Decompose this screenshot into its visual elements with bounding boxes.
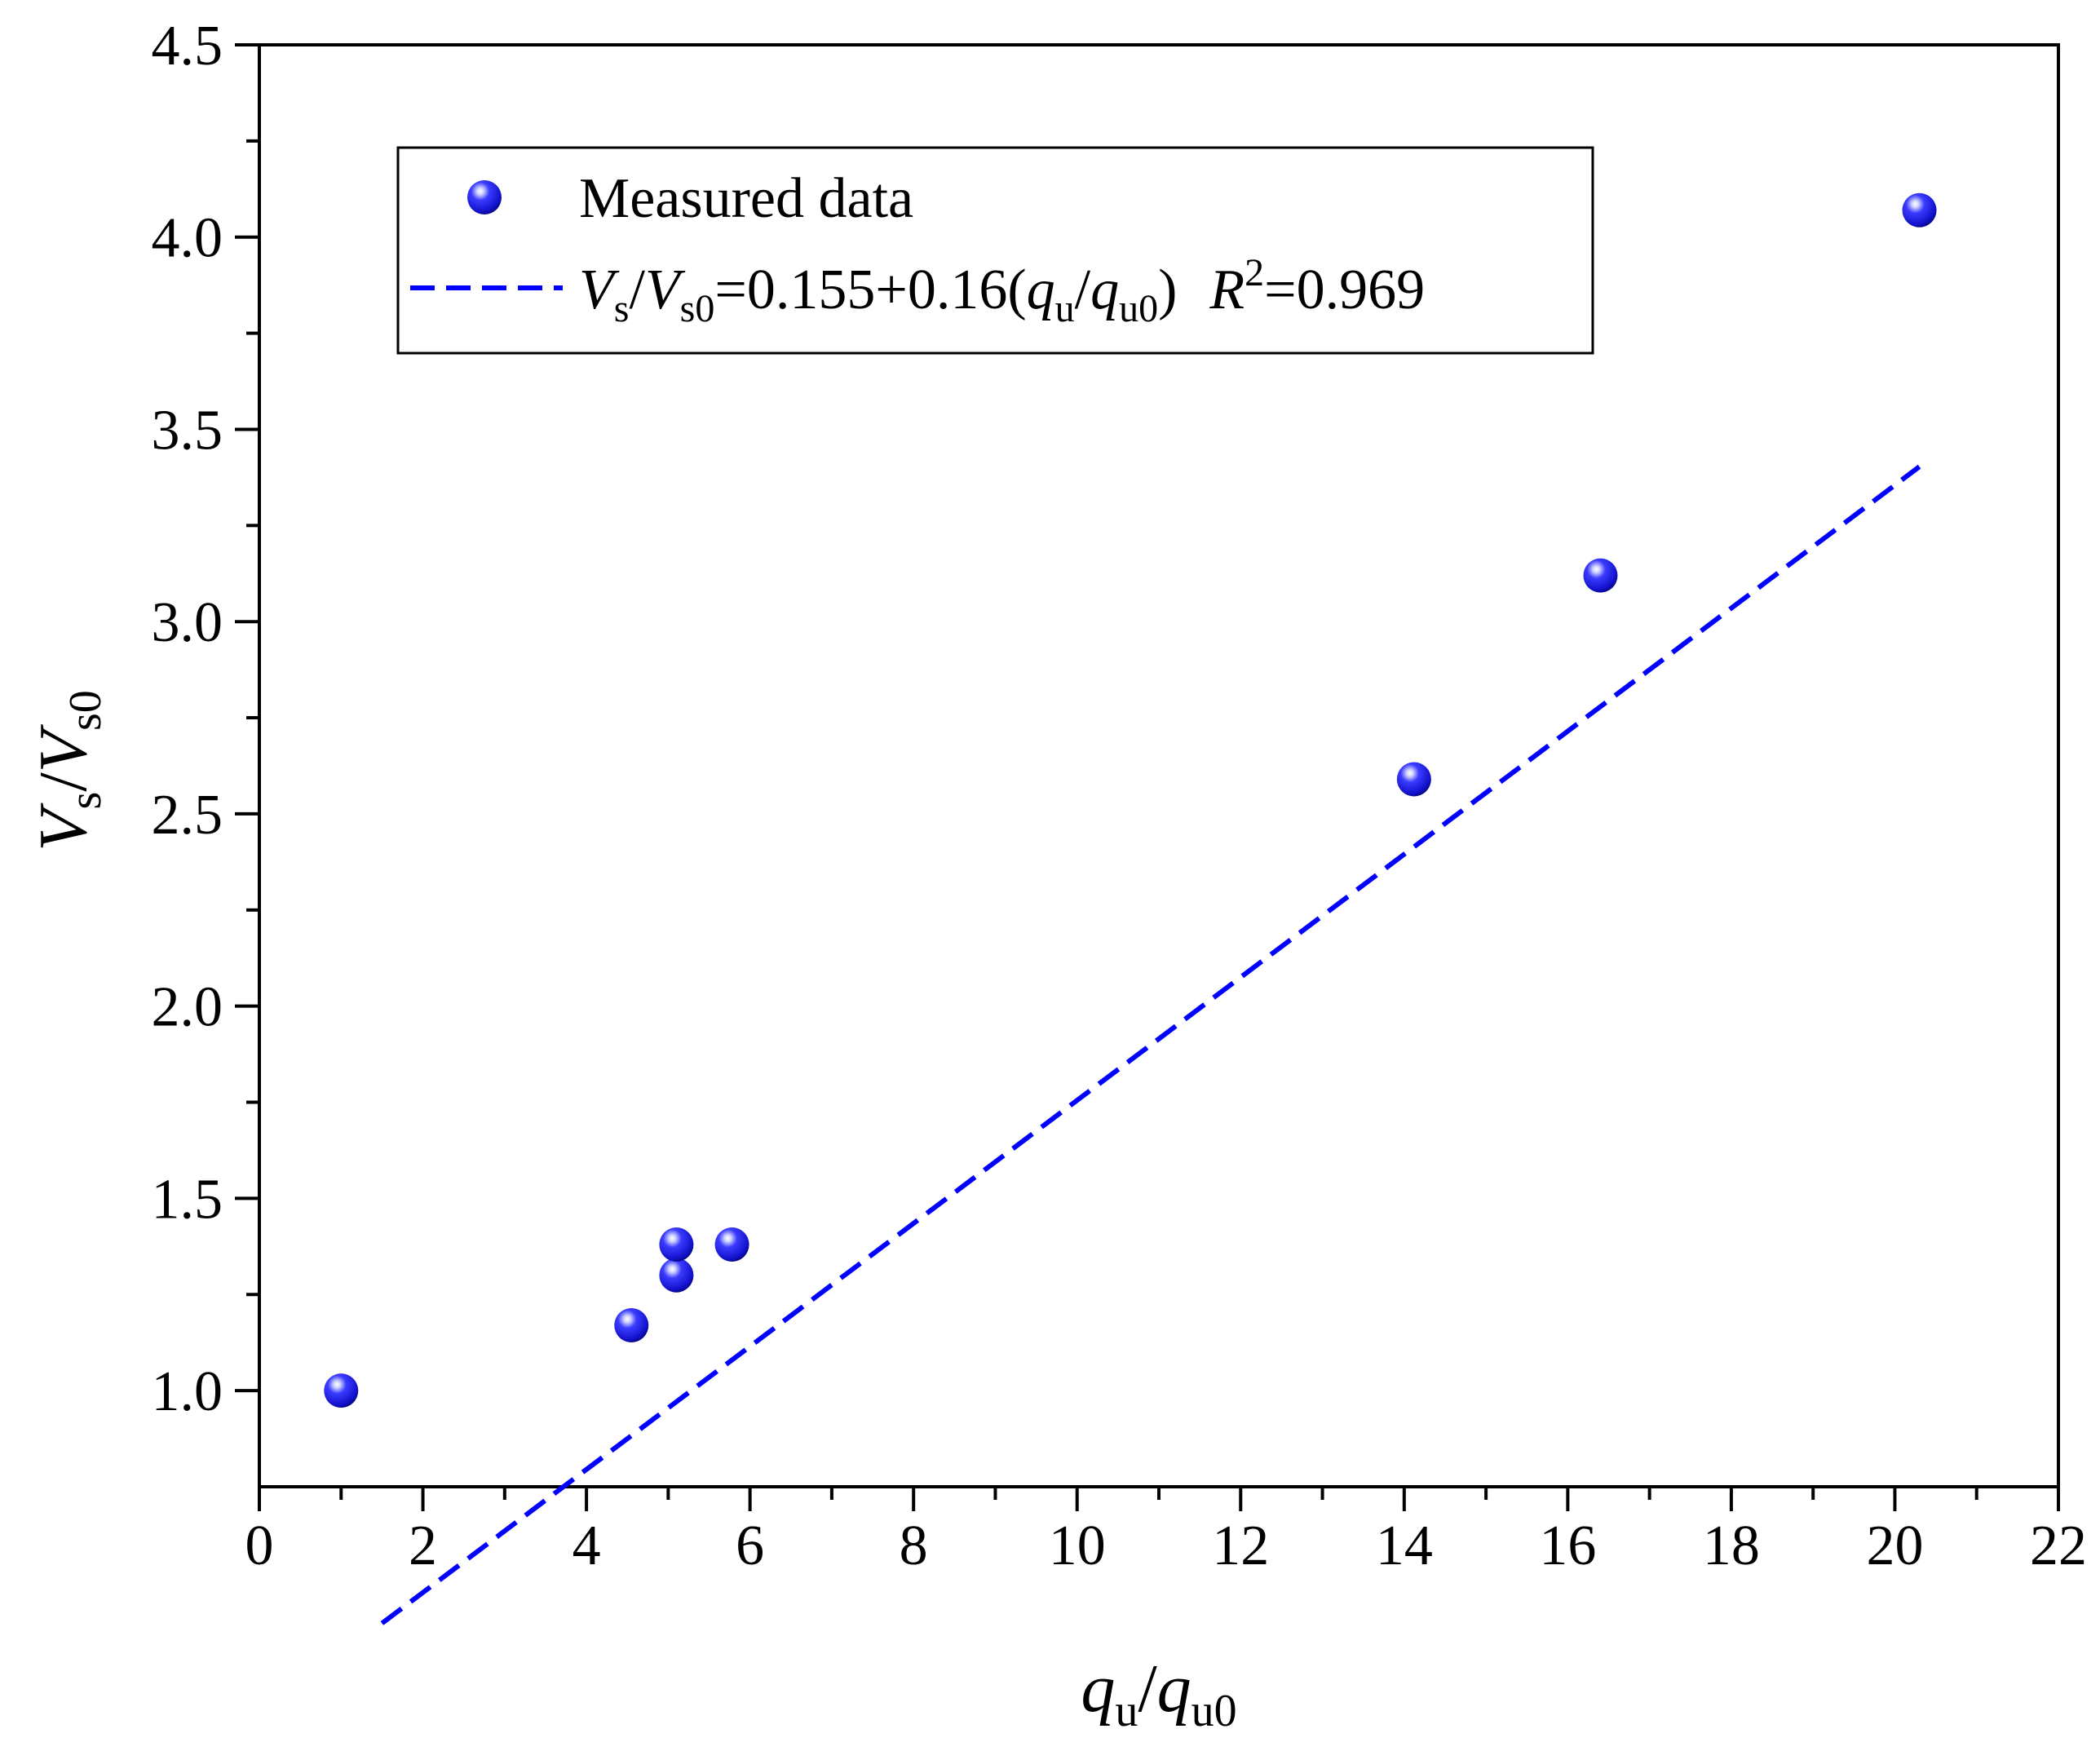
y-tick-label: 2.0 bbox=[152, 976, 223, 1039]
legend: Measured data Vs/Vs0=0.155+0.16(qu/qu0) R… bbox=[396, 146, 1594, 355]
data-point bbox=[614, 1307, 649, 1342]
data-point bbox=[1902, 192, 1937, 228]
data-point bbox=[714, 1227, 749, 1262]
y-tick-label: 4.5 bbox=[152, 15, 223, 77]
y-tick-label: 2.5 bbox=[152, 784, 223, 847]
fit-line-layer bbox=[380, 464, 1921, 1625]
x-tick-label: 14 bbox=[1376, 1514, 1433, 1577]
y-tick-label: 3.5 bbox=[152, 399, 223, 462]
x-axis-title: qu/qu0 bbox=[1081, 1651, 1236, 1736]
legend-box bbox=[396, 146, 1594, 355]
x-tick-label: 18 bbox=[1703, 1514, 1760, 1577]
x-tick-label: 6 bbox=[736, 1514, 764, 1577]
y-axis: 1.0 1.5 2.0 2.5 3.0 3.5 4.0 4.5 bbox=[152, 15, 259, 1423]
y-tick-label: 3.0 bbox=[152, 591, 223, 654]
x-tick-label: 16 bbox=[1539, 1514, 1596, 1577]
legend-marker-measured bbox=[467, 180, 502, 214]
data-points bbox=[324, 192, 1937, 1408]
data-point bbox=[1396, 762, 1431, 797]
x-tick-label: 12 bbox=[1212, 1514, 1269, 1577]
x-tick-label: 8 bbox=[900, 1514, 928, 1577]
y-tick-label: 4.0 bbox=[152, 207, 223, 270]
legend-label-fit: Vs/Vs0=0.155+0.16(qu/qu0) R2=0.969 bbox=[579, 251, 1425, 330]
x-tick-label: 20 bbox=[1866, 1514, 1923, 1577]
data-point bbox=[1583, 558, 1618, 593]
y-axis-title: Vs/Vs0 bbox=[25, 690, 111, 851]
x-axis: 0 2 4 6 8 10 12 14 16 18 20 22 bbox=[245, 1487, 2087, 1577]
x-tick-label: 2 bbox=[409, 1514, 437, 1577]
y-tick-label: 1.0 bbox=[152, 1360, 223, 1423]
x-tick-label: 10 bbox=[1049, 1514, 1106, 1577]
data-point bbox=[659, 1227, 694, 1262]
data-point bbox=[324, 1373, 359, 1408]
x-tick-label: 0 bbox=[245, 1514, 274, 1577]
x-tick-label: 4 bbox=[573, 1514, 601, 1577]
x-tick-label: 22 bbox=[2030, 1514, 2087, 1577]
fit-line bbox=[380, 464, 1921, 1625]
data-point bbox=[659, 1258, 694, 1293]
legend-label-measured: Measured data bbox=[579, 167, 913, 230]
y-tick-label: 1.5 bbox=[152, 1168, 223, 1231]
